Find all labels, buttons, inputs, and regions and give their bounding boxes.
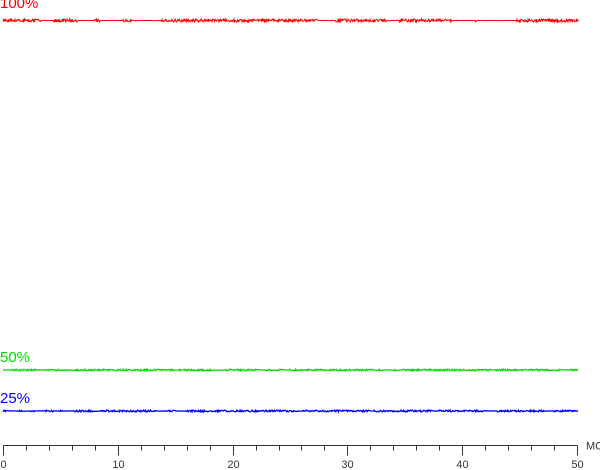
svg-text:30: 30 [341, 459, 353, 470]
svg-text:40: 40 [456, 459, 468, 470]
svg-text:0: 0 [0, 459, 6, 470]
svg-text:10: 10 [112, 459, 124, 470]
svg-text:MC: MC [586, 441, 600, 453]
svg-text:20: 20 [227, 459, 239, 470]
svg-text:50: 50 [571, 459, 583, 470]
